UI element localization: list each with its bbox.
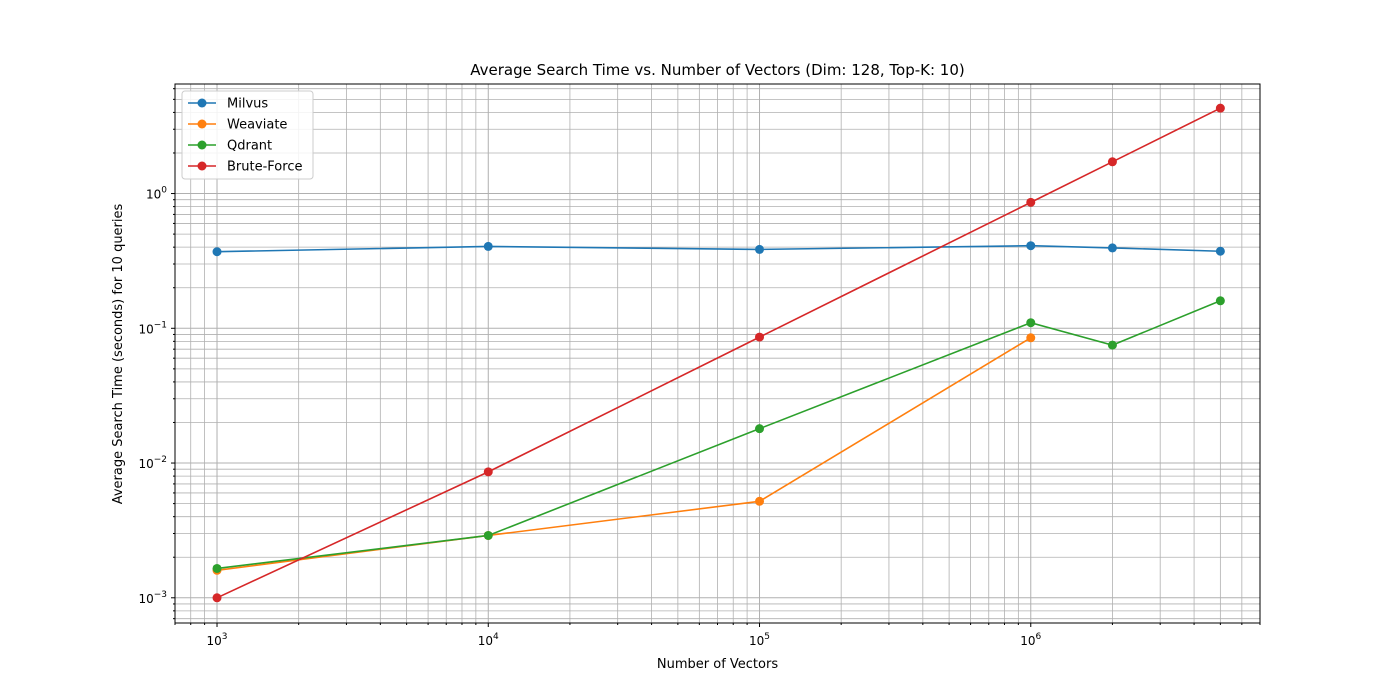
series-lines [216,107,1221,599]
data-point-brute-force [1026,197,1036,207]
series-line-milvus [217,244,1221,253]
data-point-milvus [483,241,493,251]
legend-label: Milvus [227,97,268,112]
x-axis-label: Number of Vectors [657,657,778,672]
legend-label: Weaviate [227,118,287,133]
y-tick-label: 10−3 [138,590,167,606]
series-line-brute-force [216,107,1221,599]
data-point-weaviate [1026,333,1036,343]
x-tick-label: 104 [478,632,499,648]
data-point-brute-force [212,593,222,603]
series-points [212,103,1225,603]
data-point-brute-force [483,467,493,477]
y-tick-label: 10−1 [138,320,167,336]
data-point-milvus [1107,243,1117,253]
data-point-qdrant [212,563,222,573]
data-point-milvus [1215,246,1225,256]
x-tick-label: 106 [1020,632,1041,648]
series-line-qdrant [216,300,1221,570]
data-point-brute-force [1215,103,1225,113]
legend-item-brute-force: Brute-Force [188,160,302,175]
data-point-qdrant [1107,340,1117,350]
legend-marker-swatch [197,140,207,150]
y-tick-label: 10−2 [138,455,167,471]
legend-marker-swatch [197,119,207,129]
data-point-qdrant [1215,296,1225,306]
legend-item-qdrant: Qdrant [188,139,272,154]
data-point-brute-force [1107,157,1117,167]
y-tick-label: 100 [146,186,167,202]
data-point-milvus [1026,241,1036,251]
series-line-weaviate [216,337,1032,572]
data-point-milvus [212,247,222,257]
legend-label: Brute-Force [227,160,302,175]
data-point-milvus [755,244,765,254]
x-tick-label: 105 [749,632,770,648]
legend-item-weaviate: Weaviate [188,118,287,133]
legend: Milvus Weaviate Qdrant Brute-Force [181,90,314,180]
legend-label: Qdrant [227,139,272,154]
x-tick-label: 103 [207,632,228,648]
data-point-qdrant [755,424,765,434]
legend-item-milvus: Milvus [188,97,268,112]
legend-marker-swatch [197,98,207,108]
chart-title: Average Search Time vs. Number of Vector… [470,61,965,79]
data-point-brute-force [755,332,765,342]
grid-layer [174,84,1261,623]
data-point-weaviate [755,496,765,506]
data-point-qdrant [1026,318,1036,328]
legend-marker-swatch [197,161,207,171]
y-axis-label: Average Search Time (seconds) for 10 que… [111,203,126,504]
legend-frame [181,90,314,180]
axis-ticks: 103 104 105 106 10−3 10−2 10−1 100 [138,88,1261,648]
data-point-qdrant [483,530,493,540]
